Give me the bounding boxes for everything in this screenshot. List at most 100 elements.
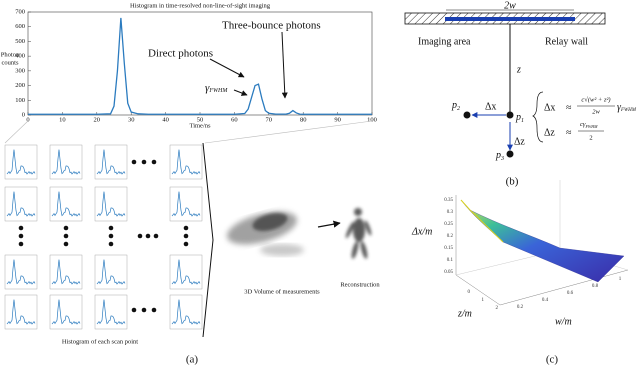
- ellipsis-dot: [18, 225, 24, 231]
- ellipsis-dot: [131, 159, 137, 165]
- thumbnail-line: [51, 259, 81, 285]
- thumbnail-line: [6, 149, 36, 175]
- eq-den: 2w: [592, 108, 600, 115]
- ellipsis-dot: [141, 159, 147, 165]
- y-tick-label: 400: [15, 53, 25, 60]
- panel-c: 0.35 0.3 0.25 0.2 0.15 0.1 0.05 0 1 2 0.2 0.4 0.6 0.8…: [411, 180, 629, 366]
- num: cγ: [580, 121, 586, 128]
- panel-tag: (a): [186, 354, 199, 366]
- x-tick-label: 20: [94, 116, 101, 123]
- tick-label: 0.15: [444, 246, 453, 251]
- tick-label: 1: [619, 277, 622, 282]
- surface: [460, 199, 625, 283]
- thumbnail-line: [51, 191, 81, 217]
- sub: 1: [521, 118, 524, 124]
- axis-label: Δx/m: [411, 226, 432, 237]
- panel-tag: (c): [546, 354, 559, 366]
- label: p3: [495, 150, 504, 162]
- ellipsis-dot: [141, 307, 147, 313]
- thumbnail-line: [171, 149, 201, 175]
- panel-tag: (b): [506, 176, 519, 188]
- width-label: 2w: [504, 0, 516, 11]
- surface-edge: [460, 199, 504, 243]
- caption: Reconstruction: [340, 281, 380, 288]
- x-tick-label: 10: [59, 116, 66, 123]
- tick-label: 0.2: [517, 305, 524, 310]
- label: Δz: [514, 136, 525, 147]
- thumbnail-line: [171, 191, 201, 217]
- y-tick-label: 100: [15, 97, 25, 104]
- thumbnail-line: [51, 149, 81, 175]
- arrow: [317, 220, 341, 228]
- thumbnail-line: [171, 259, 201, 285]
- ellipsis-dot: [137, 233, 143, 239]
- tick-label: 0: [468, 290, 471, 295]
- x-tick-label: 80: [300, 116, 307, 123]
- ellipsis-dot: [18, 241, 24, 247]
- y-tick-label: 200: [15, 82, 25, 89]
- label: Imaging area: [418, 36, 471, 47]
- gamma-sub: FWHM: [208, 88, 228, 94]
- label: p2: [451, 100, 460, 112]
- eq-lhs: Δz: [544, 127, 555, 138]
- arrow: [209, 58, 245, 78]
- label: Δx: [485, 101, 496, 112]
- y-label: counts: [2, 59, 19, 66]
- ellipsis-dot: [153, 233, 159, 239]
- line-series: [28, 17, 372, 115]
- x-tick-label: 40: [162, 116, 169, 123]
- x-tick-label: 70: [266, 116, 273, 123]
- arrow: [233, 89, 248, 96]
- eq-lhs: Δx: [544, 102, 555, 113]
- brace: [532, 91, 544, 143]
- eq-approx: ≈: [566, 102, 572, 113]
- point: [463, 111, 471, 119]
- x-label: Time/ns: [189, 122, 211, 129]
- y-label: Photon: [1, 51, 20, 58]
- axis-label: z/m: [457, 308, 472, 319]
- eq-factor: γFWHM: [617, 102, 637, 113]
- arrow: [281, 31, 288, 99]
- ellipsis-dot: [108, 233, 114, 239]
- annotation: Direct photons: [148, 48, 213, 60]
- eq-num: c√(w² + z²): [581, 95, 610, 103]
- label: p1: [515, 112, 524, 124]
- thumbnail-line: [6, 191, 36, 217]
- axes: [455, 195, 629, 306]
- tick-label: 0.6: [567, 291, 574, 296]
- thumbnail-line: [96, 149, 126, 175]
- ticks: 0.35 0.3 0.25 0.2 0.15 0.1 0.05 0 1 2 0.2 0.4 0.6 0.8…: [444, 198, 622, 311]
- tick-label: 0.35: [444, 198, 453, 203]
- label: z: [516, 64, 521, 75]
- imaging-area: [445, 17, 575, 21]
- tick-label: 0.8: [592, 284, 599, 289]
- eq-approx: ≈: [566, 127, 572, 138]
- tick-label: 2: [496, 306, 499, 311]
- point: [506, 111, 514, 119]
- bracket: [202, 142, 214, 338]
- y-tick-label: 0: [22, 111, 25, 118]
- ellipsis-dot: [151, 307, 157, 313]
- gamma-sub: FWHM: [584, 124, 598, 129]
- thumbnail-line: [96, 299, 126, 325]
- thumbnail-line: [6, 259, 36, 285]
- volume-cloud: [227, 211, 304, 256]
- ellipsis-dot: [18, 233, 24, 239]
- axis-label: w/m: [555, 316, 572, 327]
- ellipsis-dot: [108, 225, 114, 231]
- reconstruction-figure: [345, 208, 372, 259]
- thumbnail-line: [96, 191, 126, 217]
- ellipsis-dot: [131, 307, 137, 313]
- ellipsis-dot: [183, 233, 189, 239]
- ellipsis-dot: [108, 241, 114, 247]
- chart-title: Histogram in time-resolved non-line-of-s…: [130, 2, 271, 9]
- tick-label: 0.4: [542, 298, 549, 303]
- ellipsis-dot: [145, 233, 151, 239]
- sub: 3: [500, 156, 504, 162]
- ellipsis-dot: [183, 241, 189, 247]
- caption: Histogram of each scan point: [62, 338, 138, 345]
- sub: 2: [457, 106, 460, 112]
- gamma: γ: [205, 82, 210, 94]
- x-tick-label: 100: [367, 116, 377, 123]
